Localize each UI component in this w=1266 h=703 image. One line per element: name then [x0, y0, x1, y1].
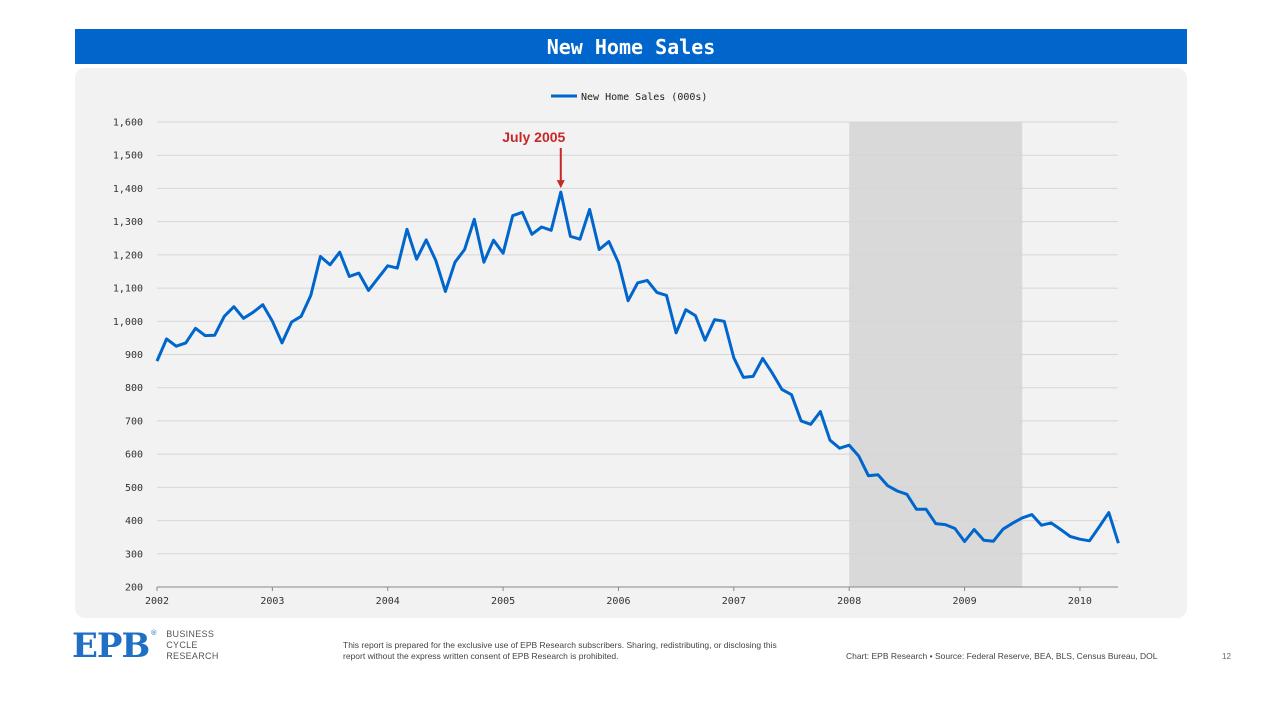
source-note: Chart: EPB Research • Source: Federal Re… [846, 651, 1158, 661]
x-tick-label: 2007 [722, 596, 746, 607]
x-tick-label: 2004 [376, 596, 400, 607]
y-tick-label: 500 [125, 483, 143, 494]
series-line-new-home-sales [155, 190, 1120, 544]
logo-text-line-2: CYCLE [166, 640, 198, 650]
epb-logo: EPB ® BUSINESS CYCLE RESEARCH [72, 629, 219, 663]
x-tick-label: 2010 [1068, 596, 1092, 607]
y-tick-label: 900 [125, 350, 143, 361]
x-tick-label: 2008 [837, 596, 861, 607]
x-tick-label: 2002 [145, 596, 169, 607]
x-tick-label: 2003 [260, 596, 284, 607]
y-tick-label: 200 [125, 583, 143, 594]
y-tick-label: 1,300 [113, 217, 143, 228]
chart-panel: 200 300 400 500 600 700 800 900 1,000 1,100 1,200 1… [75, 68, 1187, 618]
y-tick-label: 400 [125, 516, 143, 527]
x-tick-label: 2009 [953, 596, 977, 607]
y-tick-label: 1,600 [113, 118, 143, 129]
logo-text-line-3: RESEARCH [166, 651, 219, 661]
y-tick-label: 600 [125, 450, 143, 461]
y-tick-label: 1,400 [113, 184, 143, 195]
logo-mark: EPB [72, 626, 150, 666]
annotation-label: July 2005 [502, 129, 565, 145]
y-tick-label: 800 [125, 383, 143, 394]
x-tick-label: 2006 [606, 596, 630, 607]
y-tick-label: 1,100 [113, 284, 143, 295]
legend-label: New Home Sales (000s) [581, 92, 707, 103]
x-tick-label: 2005 [491, 596, 515, 607]
disclaimer: This report is prepared for the exclusiv… [343, 640, 777, 661]
y-tick-label: 700 [125, 416, 143, 427]
annotation-arrow-head [556, 180, 565, 189]
footer: EPB ® BUSINESS CYCLE RESEARCH This repor… [0, 620, 1266, 703]
y-tick-label: 1,500 [113, 151, 143, 162]
logo-registered-mark: ® [150, 629, 158, 637]
y-tick-label: 1,000 [113, 317, 143, 328]
y-tick-label: 1,200 [113, 250, 143, 261]
page-number: 12 [1222, 652, 1231, 661]
page-title: New Home Sales [546, 34, 716, 59]
logo-text: BUSINESS CYCLE RESEARCH [166, 629, 218, 662]
logo-text-line-1: BUSINESS [166, 629, 215, 639]
new-home-sales-chart: 200 300 400 500 600 700 800 900 1,000 1,100 1,200 1… [113, 92, 1120, 607]
title-bar: New Home Sales [75, 29, 1187, 64]
y-tick-label: 300 [125, 549, 143, 560]
